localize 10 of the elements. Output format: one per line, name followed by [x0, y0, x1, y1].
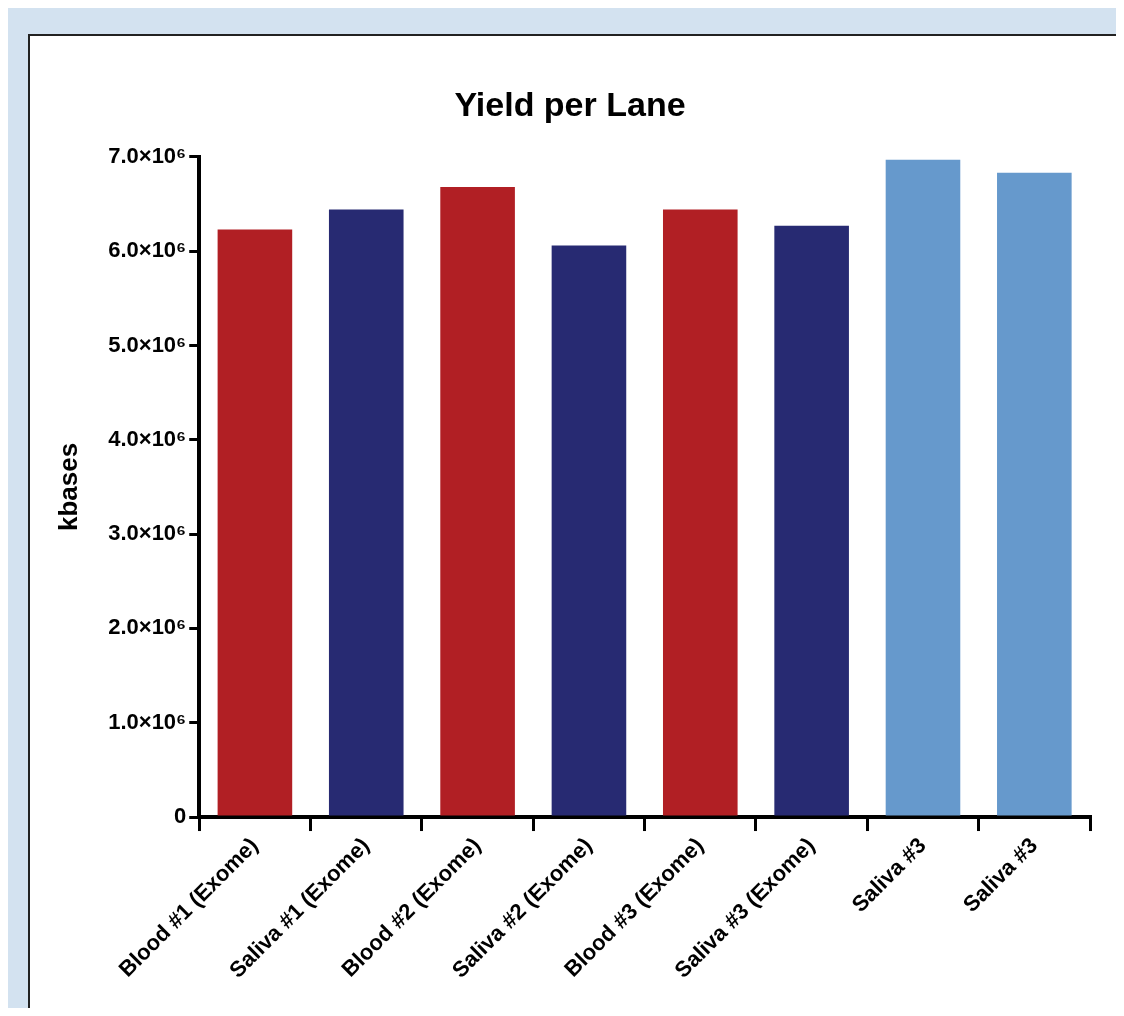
y-tick-label: 4.0×10⁶	[108, 425, 187, 451]
y-tick-label: 3.0×10⁶	[108, 520, 187, 546]
y-tick-label: 6.0×10⁶	[108, 237, 187, 263]
y-tick-label: 1.0×10⁶	[108, 708, 187, 734]
y-tick-label: 0	[173, 803, 187, 829]
y-axis-title: kbases	[52, 442, 83, 532]
y-tick-label: 7.0×10⁶	[108, 142, 187, 168]
y-tick-label: 2.0×10⁶	[108, 614, 187, 640]
chart-title: Yield per Lane	[454, 84, 686, 123]
y-tick-label: 5.0×10⁶	[108, 331, 187, 357]
